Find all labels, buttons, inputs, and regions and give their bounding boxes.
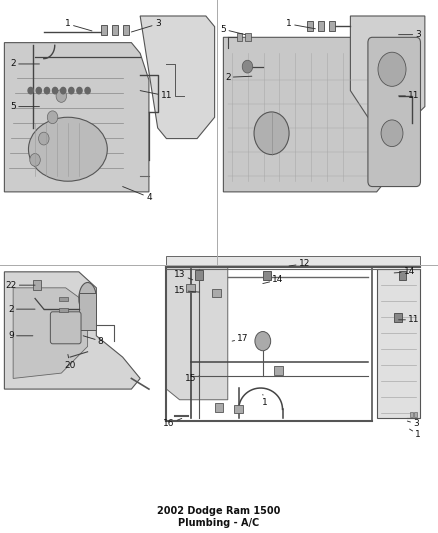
Circle shape <box>60 87 66 94</box>
Text: 3: 3 <box>131 20 161 32</box>
Polygon shape <box>350 16 425 128</box>
Text: 2: 2 <box>8 305 35 313</box>
Text: 11: 11 <box>140 91 172 100</box>
Polygon shape <box>4 272 140 389</box>
Circle shape <box>378 52 406 86</box>
Text: 14: 14 <box>394 268 415 276</box>
Polygon shape <box>166 256 420 266</box>
Polygon shape <box>140 16 215 139</box>
Circle shape <box>77 87 82 94</box>
Circle shape <box>69 87 74 94</box>
Text: 9: 9 <box>8 332 33 340</box>
Text: 1: 1 <box>65 20 92 31</box>
Bar <box>59 308 68 312</box>
Text: 1: 1 <box>262 394 268 407</box>
Bar <box>186 284 195 292</box>
Text: 3: 3 <box>399 30 421 39</box>
Bar <box>101 25 107 35</box>
Text: 20: 20 <box>64 354 76 369</box>
Text: 2: 2 <box>225 73 252 82</box>
Circle shape <box>36 87 42 94</box>
Bar <box>33 280 41 290</box>
Bar <box>394 313 402 322</box>
FancyBboxPatch shape <box>368 37 420 187</box>
Circle shape <box>39 132 49 145</box>
Text: 1: 1 <box>410 429 421 439</box>
Text: 11: 11 <box>399 316 420 324</box>
Circle shape <box>44 87 49 94</box>
Bar <box>195 270 203 280</box>
Bar <box>215 403 223 412</box>
FancyBboxPatch shape <box>50 312 81 344</box>
Bar <box>328 21 335 31</box>
Text: 1: 1 <box>286 20 315 29</box>
Bar <box>274 366 283 375</box>
Text: 12: 12 <box>289 260 310 268</box>
Text: 15: 15 <box>174 286 199 295</box>
Text: 14: 14 <box>263 276 284 284</box>
Text: 15: 15 <box>185 374 199 383</box>
Text: 4: 4 <box>123 187 152 201</box>
Text: 13: 13 <box>174 270 193 280</box>
Bar <box>123 25 129 35</box>
Bar <box>318 21 324 31</box>
Circle shape <box>254 112 289 155</box>
Circle shape <box>30 154 40 166</box>
Ellipse shape <box>79 282 96 314</box>
Bar <box>112 25 118 35</box>
Bar <box>234 405 243 413</box>
Bar <box>237 33 242 41</box>
Text: 8: 8 <box>83 336 104 345</box>
Text: 3: 3 <box>407 419 419 428</box>
Polygon shape <box>4 43 149 192</box>
Bar <box>377 269 420 418</box>
Bar <box>245 33 251 41</box>
Circle shape <box>47 111 58 124</box>
Text: 2002 Dodge Ram 1500
Plumbing - A/C: 2002 Dodge Ram 1500 Plumbing - A/C <box>157 506 281 528</box>
Circle shape <box>53 87 58 94</box>
Text: 22: 22 <box>5 281 35 289</box>
Text: 5: 5 <box>10 102 39 111</box>
Ellipse shape <box>28 117 107 181</box>
Text: 2: 2 <box>11 60 39 68</box>
Text: 17: 17 <box>232 334 249 343</box>
Text: 16: 16 <box>163 418 182 428</box>
Bar <box>399 271 406 280</box>
Text: 11: 11 <box>399 92 420 100</box>
Circle shape <box>255 332 271 351</box>
Polygon shape <box>13 288 88 378</box>
Polygon shape <box>223 37 394 192</box>
Circle shape <box>28 87 33 94</box>
Bar <box>263 271 271 280</box>
Circle shape <box>381 120 403 147</box>
Circle shape <box>85 87 90 94</box>
Bar <box>59 297 68 301</box>
Text: 5: 5 <box>220 25 245 35</box>
Circle shape <box>242 60 253 73</box>
Bar <box>307 21 313 31</box>
Bar <box>410 412 413 417</box>
Bar <box>79 293 96 330</box>
Bar <box>414 412 417 417</box>
Circle shape <box>56 90 67 102</box>
Polygon shape <box>166 266 228 400</box>
Bar <box>212 289 221 297</box>
